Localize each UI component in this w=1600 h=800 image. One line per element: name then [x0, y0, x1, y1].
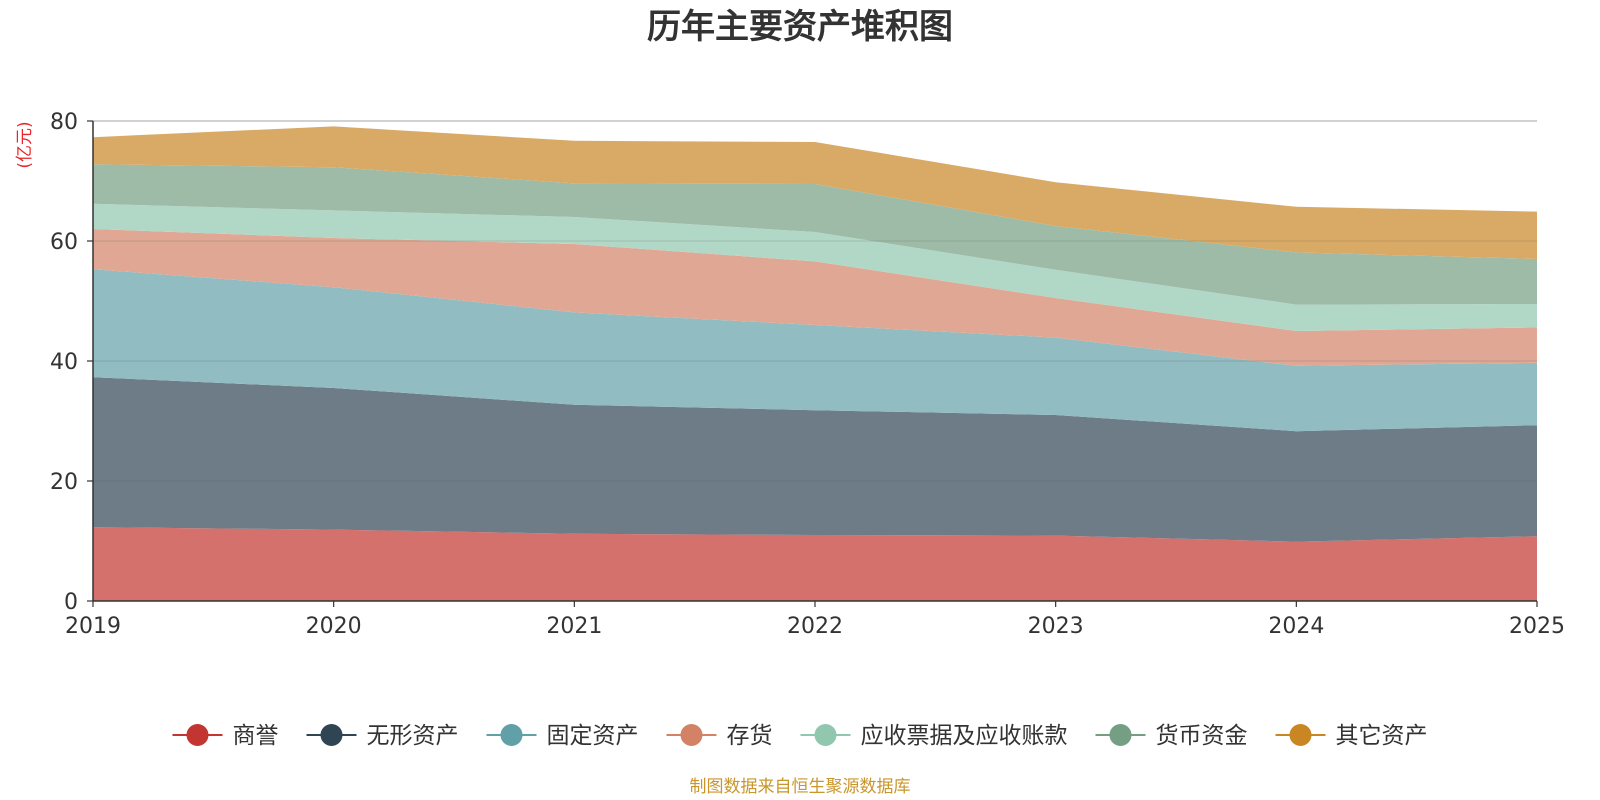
legend-marker-1: [186, 724, 209, 746]
axis-layer: (亿元) 0 20 40 60 80 2019 2020 2021 2022 2023 2024 202…: [15, 110, 1565, 639]
area-series-7: [93, 126, 1537, 260]
source-layer: 制图数据来自恒生聚源数据库: [690, 777, 911, 797]
legend-item-4[interactable]: 存货: [666, 723, 773, 749]
x-tick-label-2021: 2021: [546, 614, 602, 639]
area-series-4: [93, 229, 1537, 366]
x-tick-label-2024: 2024: [1268, 614, 1324, 639]
x-tick-label-2025: 2025: [1509, 614, 1565, 639]
legend-marker-4: [680, 724, 703, 746]
legend-marker-7: [1289, 724, 1312, 746]
legend-label-6: 货币资金: [1156, 723, 1248, 749]
y-tick-label-20: 20: [50, 470, 78, 495]
legend-marker-3: [500, 724, 523, 746]
x-tick-label-2022: 2022: [787, 614, 843, 639]
legend-label-2: 无形资产: [367, 723, 459, 749]
chart-title-layer: 历年主要资产堆积图: [647, 7, 953, 47]
legend-item-2[interactable]: 无形资产: [306, 723, 459, 749]
area-series-6: [93, 164, 1537, 305]
legend-item-7[interactable]: 其它资产: [1275, 723, 1428, 749]
area-layer: [93, 120, 1537, 601]
x-tick-label-2019: 2019: [65, 614, 121, 639]
legend-marker-2: [320, 724, 343, 746]
chart-title: 历年主要资产堆积图: [647, 7, 953, 47]
legend-item-1[interactable]: 商誉: [172, 723, 279, 749]
area-series-1: [93, 527, 1537, 601]
y-tick-label-40: 40: [50, 350, 78, 375]
source-note: 制图数据来自恒生聚源数据库: [690, 777, 911, 797]
legend-label-4: 存货: [727, 723, 773, 749]
area-series-5: [93, 203, 1537, 331]
legend-layer: 商誉 无形资产 固定资产 存货 应收票据及应收账款 货币资金 其它资产: [172, 723, 1428, 749]
x-tick-label-2023: 2023: [1028, 614, 1084, 639]
legend-label-1: 商誉: [233, 723, 279, 749]
area-series-3: [93, 269, 1537, 432]
y-axis-unit-label: (亿元): [15, 121, 35, 168]
area-series-2: [93, 377, 1537, 542]
legend-marker-5: [814, 724, 837, 746]
legend-label-5: 应收票据及应收账款: [861, 723, 1068, 749]
legend-item-3[interactable]: 固定资产: [486, 723, 639, 749]
y-tick-label-80: 80: [50, 110, 78, 135]
y-tick-label-0: 0: [64, 590, 78, 615]
legend-marker-6: [1109, 724, 1132, 746]
y-tick-label-60: 60: [50, 230, 78, 255]
legend-label-7: 其它资产: [1336, 723, 1428, 749]
legend-item-5[interactable]: 应收票据及应收账款: [800, 723, 1068, 749]
x-tick-label-2020: 2020: [306, 614, 362, 639]
legend-item-6[interactable]: 货币资金: [1095, 723, 1248, 749]
legend-label-3: 固定资产: [547, 723, 639, 749]
